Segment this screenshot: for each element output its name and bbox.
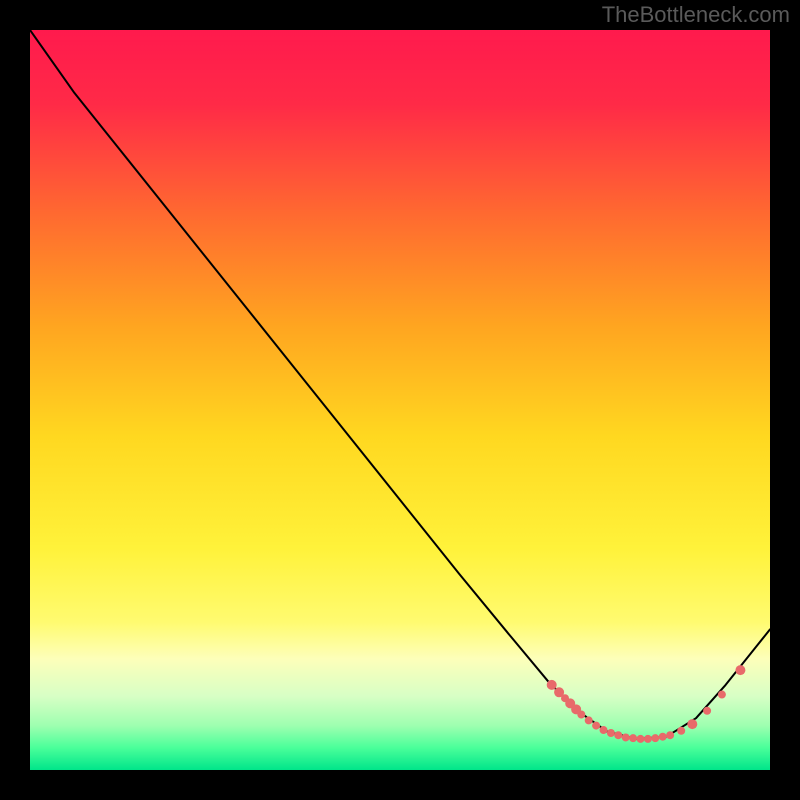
chart-area [30, 30, 770, 770]
watermark-text: TheBottleneck.com [602, 2, 790, 28]
gradient-background [30, 30, 770, 770]
